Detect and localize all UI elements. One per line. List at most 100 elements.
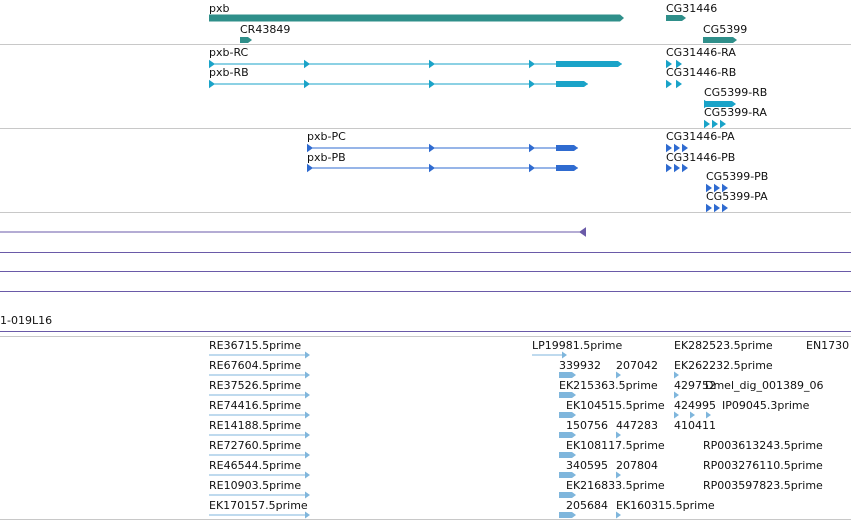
est-feature-arrow [562, 351, 567, 359]
protein-pxb-pc-exon-marker [429, 143, 435, 153]
est-label[interactable]: EK215363.5prime [559, 379, 658, 392]
est-label[interactable]: EK108117.5prime [566, 439, 665, 452]
est-label[interactable]: LP19981.5prime [532, 339, 623, 352]
transcript-cg31446-exon [676, 79, 682, 89]
est-label[interactable]: 207804 [616, 459, 658, 472]
est-label[interactable]: RE67604.5prime [209, 359, 302, 372]
transcript-cg5399-rb-exon [704, 99, 710, 109]
transcript-label-pxb-rc[interactable]: pxb-RC [209, 46, 249, 59]
est-feature-arrow [616, 511, 621, 519]
protein-cg31446-exon [674, 143, 680, 153]
transcript-pxb-rb-cds [556, 81, 588, 87]
est-feature-arrow [616, 471, 621, 479]
transcript-pxb-rb-exon-marker [209, 79, 215, 89]
est-label[interactable]: RE37526.5prime [209, 379, 302, 392]
est-label[interactable]: 410411 [674, 419, 716, 432]
transcript-label-cg5399-ra[interactable]: CG5399-RA [704, 106, 767, 119]
est-feature-arrow [305, 471, 310, 479]
gene-label-cg31446[interactable]: CG31446 [666, 2, 718, 15]
est-label[interactable]: 447283 [616, 419, 658, 432]
protein-cg5399-exon [722, 203, 728, 213]
est-label[interactable]: RE72760.5prime [209, 439, 302, 452]
transcript-pxb-rc-exon-marker [209, 59, 215, 69]
est-label[interactable]: EN1730 [806, 339, 850, 352]
gene-bar-pxb [209, 14, 624, 22]
est-label[interactable]: 424995 [674, 399, 716, 412]
est-label[interactable]: RE10903.5prime [209, 479, 302, 492]
protein-label-pxb-pc[interactable]: pxb-PC [307, 130, 346, 143]
est-label[interactable]: RE36715.5prime [209, 339, 302, 352]
est-feature-block [559, 372, 576, 378]
est-label[interactable]: IP09045.3prime [722, 399, 810, 412]
transcript-cg5399-rb-cds [704, 101, 736, 107]
est-label[interactable]: RP003276110.5prime [703, 459, 823, 472]
est-feature-arrow [706, 411, 711, 419]
transcript-label-cg31446-rb[interactable]: CG31446-RB [666, 66, 737, 79]
est-label[interactable]: RE46544.5prime [209, 459, 302, 472]
gene-bar-cg5399 [703, 37, 737, 43]
protein-pxb-pc-exon-marker [529, 143, 535, 153]
transcript-pxb-rb-exon-marker [529, 79, 535, 89]
protein-label-cg31446-pb[interactable]: CG31446-PB [666, 151, 736, 164]
est-feature-block [559, 472, 576, 478]
transcript-pxb-rc-exon-marker [304, 59, 310, 69]
est-label[interactable]: Dmel_dig_001389_06 [705, 379, 824, 392]
transcript-cg31446-exon [676, 59, 682, 69]
est-label[interactable]: EK262232.5prime [674, 359, 773, 372]
est-label[interactable]: RE74416.5prime [209, 399, 302, 412]
est-label[interactable]: 150756 [566, 419, 608, 432]
est-feature-block [559, 512, 576, 518]
protein-cg5399-exon [722, 183, 728, 193]
est-label[interactable]: EK170157.5prime [209, 499, 308, 512]
transcript-label-cg5399-rb[interactable]: CG5399-RB [704, 86, 768, 99]
transcript-pxb-rb-exon-marker [304, 79, 310, 89]
track-divider [0, 336, 851, 337]
est-label[interactable]: 429752 [674, 379, 716, 392]
clone-label[interactable]: 1-019L16 [0, 314, 53, 327]
protein-label-cg5399-pa[interactable]: CG5399-PA [706, 190, 768, 203]
est-label[interactable]: EK282523.5prime [674, 339, 773, 352]
est-label[interactable]: RP003613243.5prime [703, 439, 823, 452]
protein-cg5399-exon [706, 183, 712, 193]
est-label[interactable]: 340595 [566, 459, 608, 472]
protein-pxb-pb-exon-marker [529, 163, 535, 173]
est-feature-block [559, 412, 576, 418]
est-feature-arrow [305, 491, 310, 499]
est-feature-arrow [674, 391, 679, 399]
est-label[interactable]: EK160315.5prime [616, 499, 715, 512]
gene-label-cg5399[interactable]: CG5399 [703, 23, 748, 36]
protein-cg31446-exon [666, 143, 672, 153]
est-label[interactable]: EK104515.5prime [566, 399, 665, 412]
protein-label-cg5399-pb[interactable]: CG5399-PB [706, 170, 769, 183]
est-feature-arrow [305, 371, 310, 379]
est-label[interactable]: EK216833.5prime [566, 479, 665, 492]
gene-label-cr43849[interactable]: CR43849 [240, 23, 291, 36]
est-label[interactable]: RP003597823.5prime [703, 479, 823, 492]
alignment-line [0, 291, 851, 292]
est-feature-arrow [674, 371, 679, 379]
est-feature-arrow [305, 351, 310, 359]
transcript-label-cg31446-ra[interactable]: CG31446-RA [666, 46, 736, 59]
est-feature-arrow [305, 431, 310, 439]
est-feature-block [559, 452, 576, 458]
est-feature-arrow [690, 411, 695, 419]
est-feature-block [559, 392, 576, 398]
est-feature-block [559, 432, 576, 438]
est-label[interactable]: 207042 [616, 359, 658, 372]
transcript-label-pxb-rb[interactable]: pxb-RB [209, 66, 249, 79]
est-label[interactable]: 205684 [566, 499, 608, 512]
track-divider [0, 44, 851, 45]
track-divider [0, 212, 851, 213]
transcript-pxb-rb-exon-marker [429, 79, 435, 89]
est-feature-arrow [616, 371, 621, 379]
est-feature-block [559, 492, 576, 498]
protein-label-cg31446-pa[interactable]: CG31446-PA [666, 130, 735, 143]
transcript-pxb-rc-cds [556, 61, 622, 67]
est-label[interactable]: RE14188.5prime [209, 419, 302, 432]
transcript-cg31446-exon [666, 79, 672, 89]
gene-label-pxb[interactable]: pxb [209, 2, 230, 15]
est-feature-arrow [305, 411, 310, 419]
est-label[interactable]: 339932 [559, 359, 601, 372]
protein-label-pxb-pb[interactable]: pxb-PB [307, 151, 346, 164]
transcript-pxb-rc-exon-marker [529, 59, 535, 69]
